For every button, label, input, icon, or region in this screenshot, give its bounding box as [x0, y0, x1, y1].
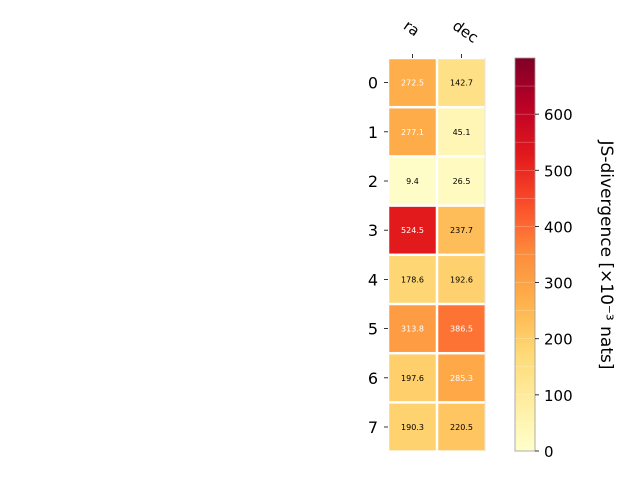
- row-label: 7: [368, 418, 378, 437]
- colorbar-tick-label: 200: [544, 331, 573, 349]
- heatmap-cell-0-ra: [389, 59, 436, 106]
- heatmap-cell-3-dec: [438, 206, 485, 254]
- cell-value-label: 237.7: [450, 226, 473, 235]
- cell-value-label: 190.3: [401, 423, 424, 432]
- cell-value-label: 178.6: [401, 275, 424, 284]
- row-label: 6: [368, 369, 378, 388]
- row-label: 4: [368, 270, 378, 289]
- colorbar-tick-label: 300: [544, 275, 573, 293]
- column-label: dec: [449, 17, 481, 47]
- cell-value-label: 313.8: [401, 325, 424, 334]
- heatmap-cell-7-ra: [389, 403, 436, 451]
- cell-value-label: 45.1: [453, 128, 471, 137]
- row-label: 2: [368, 172, 378, 191]
- heatmap-cell-7-dec: [438, 403, 485, 451]
- colorbar: [514, 57, 536, 452]
- colorbar-tick-label: 500: [544, 162, 573, 180]
- heatmap-cell-4-ra: [389, 256, 436, 303]
- column-axis: ra dec: [400, 17, 482, 58]
- row-label: 3: [368, 221, 378, 240]
- cell-value-label: 9.4: [406, 177, 419, 186]
- row-label: 5: [368, 320, 378, 339]
- colorbar-tick-label: 400: [544, 218, 573, 236]
- cell-value-label: 386.5: [450, 325, 473, 334]
- cell-value-label: 524.5: [401, 226, 424, 235]
- row-label: 1: [368, 123, 378, 142]
- heatmap-cell-5-dec: [438, 305, 485, 352]
- heatmap-cell-2-ra: [389, 157, 436, 205]
- colorbar-lines: [515, 85, 535, 424]
- heatmap-value-labels: 272.5 142.7 277.1 45.1 9.4 26.5 524.5 237.7 178.…: [401, 79, 473, 432]
- cell-value-label: 26.5: [453, 177, 471, 186]
- heatmap-cell-5-ra: [389, 305, 436, 352]
- heatmap-cell-4-dec: [438, 256, 485, 303]
- heatmap-cells: [389, 59, 485, 451]
- column-label: ra: [400, 17, 423, 41]
- heatmap-cell-2-dec: [438, 157, 485, 205]
- heatmap-cell-1-dec: [438, 108, 485, 156]
- cell-value-label: 142.7: [450, 79, 473, 88]
- cell-value-label: 277.1: [401, 128, 424, 137]
- heatmap-cell-0-dec: [438, 59, 485, 106]
- colorbar-tick-label: 100: [544, 387, 573, 405]
- colorbar-tick-label: 0: [544, 443, 554, 461]
- colorbar-label: JS-divergence [×10⁻³ nats]: [596, 140, 616, 370]
- colorbar-ticks: 0 100 200 300 400 500 600: [535, 106, 573, 461]
- cell-value-label: 272.5: [401, 79, 424, 88]
- cell-value-label: 192.6: [450, 275, 473, 284]
- row-label: 0: [368, 74, 378, 93]
- heatmap-cell-6-dec: [438, 354, 485, 402]
- cell-value-label: 285.3: [450, 374, 473, 383]
- heatmap-cell-6-ra: [389, 354, 436, 402]
- cell-value-label: 197.6: [401, 374, 424, 383]
- heatmap-cell-3-ra: [389, 206, 436, 254]
- row-axis: 0 1 2 3 4 5 6 7: [368, 58, 486, 452]
- cell-value-label: 220.5: [450, 423, 473, 432]
- colorbar-tick-label: 600: [544, 106, 573, 124]
- heatmap-cell-1-ra: [389, 108, 436, 156]
